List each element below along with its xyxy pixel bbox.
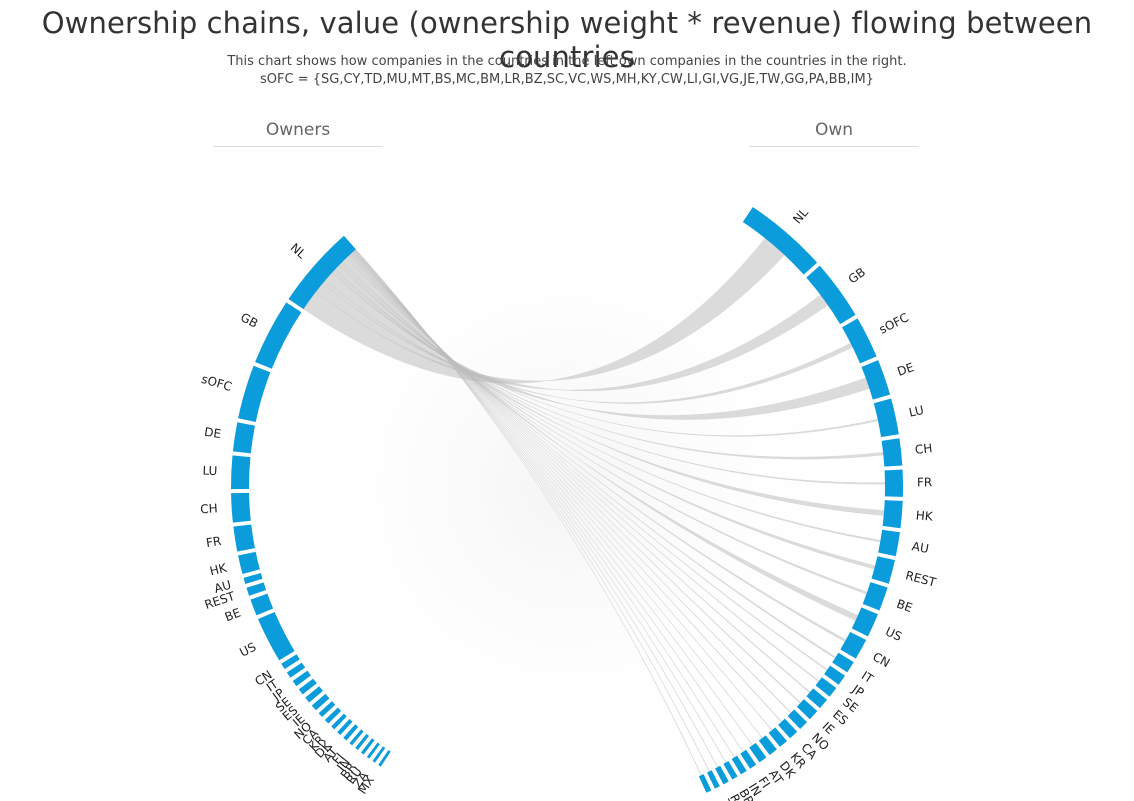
owner-arc-no[interactable]	[318, 701, 336, 718]
owned-label-us: US	[883, 624, 904, 644]
owner-arc-us[interactable]	[258, 612, 295, 661]
owned-arc-us[interactable]	[851, 607, 878, 637]
owned-arc-lu[interactable]	[873, 398, 899, 438]
owned-arc-es[interactable]	[806, 688, 828, 709]
owner-arc-rest[interactable]	[246, 582, 267, 596]
own-side-label: Own	[749, 120, 919, 147]
owner-arc-at[interactable]	[343, 724, 359, 741]
owned-arc-se[interactable]	[815, 677, 837, 697]
owned-arc-no[interactable]	[787, 709, 808, 729]
owner-arc-se[interactable]	[298, 678, 317, 695]
owned-label-cn: CN	[870, 650, 892, 671]
owned-arc-kr[interactable]	[768, 727, 787, 747]
owner-arc-fr[interactable]	[233, 524, 255, 552]
owned-arc-fr[interactable]	[884, 469, 903, 497]
owned-label-hk: HK	[915, 508, 934, 523]
owner-arc-au[interactable]	[243, 573, 263, 584]
owner-arc-dk[interactable]	[337, 718, 353, 735]
owned-arc-at[interactable]	[749, 742, 767, 763]
owned-arc-fi[interactable]	[740, 749, 757, 769]
owned-arc-ch[interactable]	[881, 438, 903, 467]
owner-arc-it[interactable]	[286, 662, 306, 678]
owner-arc-sofc[interactable]	[238, 365, 271, 422]
subtitle-description: This chart shows how companies in the co…	[227, 54, 907, 69]
owner-arc-za[interactable]	[372, 746, 386, 763]
owned-label-ru: RU	[727, 792, 747, 801]
owned-label-sofc: sOFC	[877, 310, 911, 336]
owner-label-lu: LU	[202, 463, 217, 478]
owned-label-nl: NL	[790, 205, 811, 226]
owned-arc-sofc[interactable]	[842, 318, 877, 364]
owner-arc-ca[interactable]	[324, 707, 342, 724]
owner-arc-ch[interactable]	[231, 492, 251, 523]
owner-arc-gb[interactable]	[255, 302, 302, 369]
owner-label-be: BE	[223, 606, 243, 625]
owner-arc-kr[interactable]	[331, 713, 347, 730]
owner-label-fr: FR	[205, 534, 222, 550]
owner-arc-hk[interactable]	[238, 551, 260, 574]
owners-side-label: Owners	[213, 120, 383, 147]
owner-label-au: AU	[213, 578, 233, 596]
owned-arc-rest[interactable]	[871, 556, 895, 584]
owned-label-be: BE	[895, 597, 915, 615]
owned-label-br: BR	[736, 786, 756, 801]
owner-arc-es[interactable]	[305, 686, 323, 703]
owner-arc-ru[interactable]	[366, 742, 380, 759]
subtitle-sofc-definition: sOFC = {SG,CY,TD,MU,MT,BS,MC,BM,LR,BZ,SC…	[260, 72, 874, 87]
owner-label-gb: GB	[238, 310, 260, 331]
owner-label-ch: CH	[200, 501, 218, 516]
owner-arc-br[interactable]	[360, 738, 375, 755]
owned-arc-gb[interactable]	[806, 265, 856, 325]
owned-label-de: DE	[895, 360, 915, 379]
owned-arc-nl[interactable]	[742, 207, 818, 275]
owner-arc-lu[interactable]	[231, 455, 251, 490]
owner-arc-mx[interactable]	[378, 750, 391, 767]
owner-label-sofc: sOFC	[200, 372, 234, 394]
owner-label-nl: NL	[288, 240, 309, 261]
owned-arc-it[interactable]	[832, 652, 854, 673]
owned-arc-dk[interactable]	[758, 735, 777, 755]
owned-arc-mx[interactable]	[698, 774, 712, 793]
arc-group	[231, 207, 903, 793]
owned-arc-cn[interactable]	[840, 631, 867, 659]
owned-arc-au[interactable]	[878, 529, 900, 557]
owned-arc-ie[interactable]	[796, 699, 818, 720]
owner-arc-in[interactable]	[355, 733, 370, 750]
owned-arc-br[interactable]	[723, 760, 738, 780]
owned-label-za: ZA	[718, 797, 738, 801]
chart-title: Ownership chains, value (ownership weigh…	[41, 6, 1093, 74]
owned-arc-hk[interactable]	[882, 500, 903, 529]
chart-subtitle: This chart shows how companies in the co…	[0, 53, 1134, 89]
owner-label-hk: HK	[208, 560, 229, 578]
ribbon-nl-to-mx[interactable]	[355, 248, 702, 776]
owned-arc-za[interactable]	[707, 770, 720, 789]
owned-label-ch: CH	[914, 441, 933, 457]
owned-label-gb: GB	[846, 265, 868, 287]
owned-arc-in[interactable]	[731, 755, 747, 775]
owned-arc-be[interactable]	[862, 582, 888, 611]
owned-arc-ru[interactable]	[715, 765, 729, 785]
owner-arc-fi[interactable]	[349, 729, 364, 746]
owned-arc-de[interactable]	[861, 360, 891, 400]
owner-arc-de[interactable]	[232, 422, 255, 454]
owner-label-de: DE	[203, 425, 222, 441]
owned-arc-jp[interactable]	[824, 665, 845, 685]
owner-arc-ie[interactable]	[311, 693, 330, 711]
owner-arc-cn[interactable]	[281, 654, 300, 670]
owner-arc-jp[interactable]	[292, 670, 311, 687]
owner-label-us: US	[237, 640, 258, 660]
owned-label-au: AU	[911, 539, 930, 556]
owner-arc-be[interactable]	[250, 593, 274, 616]
owner-arc-nl[interactable]	[288, 235, 356, 310]
owned-label-fr: FR	[917, 475, 932, 489]
owned-label-lu: LU	[908, 403, 925, 420]
owned-label-rest: REST	[904, 568, 938, 590]
owned-arc-ca[interactable]	[778, 718, 798, 739]
owned-label-in: IN	[746, 781, 764, 799]
